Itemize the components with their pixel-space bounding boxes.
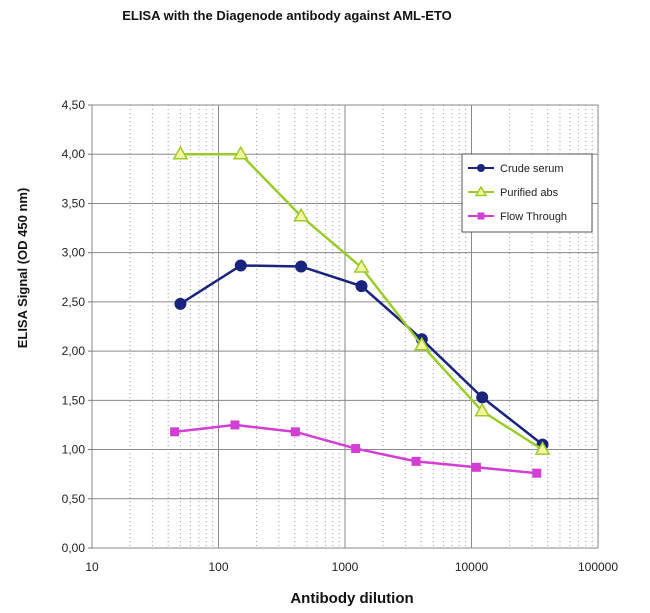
x-tick-label: 10000 <box>455 560 489 574</box>
data-point-flow-through <box>290 427 300 437</box>
series-purified-abs <box>172 145 551 455</box>
data-point-purified-abs <box>353 258 370 273</box>
x-axis-title: Antibody dilution <box>290 590 413 607</box>
legend-label-purified-abs: Purified abs <box>500 187 559 199</box>
legend: Crude serum Purified abs Flow Through <box>461 153 593 233</box>
data-point-purified-abs <box>172 145 189 160</box>
data-point-purified-abs <box>474 402 491 417</box>
series-layer <box>170 145 551 478</box>
data-point-crude-serum <box>234 259 247 272</box>
axis-layer: 10 100 1000 10000 100000 0,00 0,50 1,00 1,50 2,00… <box>62 98 619 574</box>
data-point-crude-serum <box>295 260 308 273</box>
data-point-crude-serum <box>476 391 489 404</box>
x-tick-label: 100000 <box>578 560 618 574</box>
y-tick-label: 4,00 <box>62 147 86 161</box>
legend-label-crude-serum: Crude serum <box>500 163 564 175</box>
data-point-flow-through <box>170 427 180 437</box>
legend-marker-purified-abs <box>474 185 488 197</box>
x-tick-label: 1000 <box>332 560 359 574</box>
series-flow-through <box>170 420 542 478</box>
data-point-flow-through <box>471 462 481 472</box>
data-point-purified-abs <box>293 207 310 222</box>
y-tick-label: 2,50 <box>62 295 86 309</box>
data-point-crude-serum <box>174 297 187 310</box>
chart-title: ELISA with the Diagenode antibody agains… <box>122 8 452 23</box>
legend-marker-crude-serum <box>477 164 485 172</box>
legend-marker-flow-through <box>477 212 485 220</box>
legend-label-flow-through: Flow Through <box>500 211 567 223</box>
y-tick-label: 1,50 <box>62 393 86 407</box>
y-tick-label: 0,50 <box>62 492 86 506</box>
y-tick-label: 0,00 <box>62 541 86 555</box>
y-tick-label: 2,00 <box>62 344 86 358</box>
data-point-crude-serum <box>355 280 368 293</box>
y-axis-title: ELISA Signal (OD 450 nm) <box>15 188 30 349</box>
y-tick-label: 1,00 <box>62 443 86 457</box>
data-point-purified-abs <box>534 441 551 455</box>
x-tick-label: 10 <box>85 560 99 574</box>
y-tick-label: 4,50 <box>62 98 86 112</box>
x-tick-label: 100 <box>208 560 228 574</box>
data-point-flow-through <box>351 444 361 454</box>
y-tick-label: 3,50 <box>62 196 86 210</box>
data-point-flow-through <box>411 456 421 466</box>
data-point-flow-through <box>532 468 542 478</box>
y-tick-label: 3,00 <box>62 246 86 260</box>
data-point-purified-abs <box>232 145 249 160</box>
data-point-flow-through <box>230 420 240 430</box>
data-point-purified-abs <box>413 336 430 351</box>
